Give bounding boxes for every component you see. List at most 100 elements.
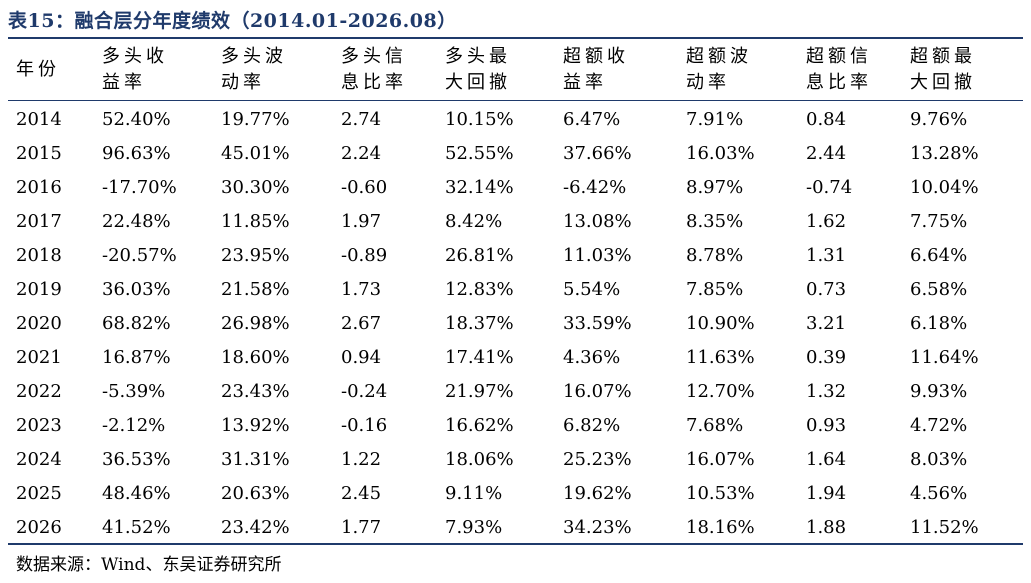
table-row: 2024 36.53% 31.31% 1.22 18.06% 25.23% 16.07% 1.…	[8, 442, 1023, 476]
table-cell: 10.15%	[445, 108, 514, 130]
table-cell: 2.24	[341, 142, 382, 164]
table-cell: 52.40%	[102, 108, 171, 130]
bottom-rule	[8, 543, 1023, 545]
table-cell: 18.37%	[445, 312, 514, 334]
table-cell: 34.23%	[563, 516, 632, 538]
table-cell: 16.07%	[686, 448, 755, 470]
year-cell: 2026	[16, 516, 62, 538]
table-cell: 1.77	[341, 516, 382, 538]
table-cell: 10.53%	[686, 482, 755, 504]
column-header-label: 超额波动率	[686, 46, 752, 93]
year-cell: 2021	[16, 346, 62, 368]
table-cell: 31.31%	[221, 448, 290, 470]
column-header-label: 多头波动率	[221, 46, 287, 93]
table-cell: 6.82%	[563, 414, 621, 436]
table-cell: 8.42%	[445, 210, 503, 232]
table-cell: -0.60	[341, 176, 388, 198]
year-cell: 2014	[16, 108, 62, 130]
column-header-long-ir: 多头信息比率	[333, 40, 437, 100]
table-cell: 13.08%	[563, 210, 632, 232]
table-cell: 2.67	[341, 312, 382, 334]
table-cell: 4.72%	[910, 414, 968, 436]
top-rule	[8, 37, 1023, 39]
table-cell: 96.63%	[102, 142, 171, 164]
table-cell: 1.32	[806, 380, 847, 402]
table-cell: -6.42%	[563, 176, 627, 198]
table-cell: 0.93	[806, 414, 847, 436]
table-cell: -17.70%	[102, 176, 177, 198]
table-cell: 8.78%	[686, 244, 744, 266]
table-cell: 23.95%	[221, 244, 290, 266]
table-cell: -0.74	[806, 176, 853, 198]
table-cell: 1.64	[806, 448, 847, 470]
table-cell: 36.03%	[102, 278, 171, 300]
table-cell: 9.93%	[910, 380, 968, 402]
table-cell: 11.85%	[221, 210, 290, 232]
year-cell: 2017	[16, 210, 62, 232]
table-cell: 2.74	[341, 108, 382, 130]
year-cell: 2024	[16, 448, 62, 470]
table-cell: 12.70%	[686, 380, 755, 402]
table-cell: 1.73	[341, 278, 382, 300]
table-row: 2023 -2.12% 13.92% -0.16 16.62% 6.82% 7.68% 0.9…	[8, 408, 1023, 442]
column-header-label: 年份	[16, 59, 60, 80]
table-cell: 16.87%	[102, 346, 171, 368]
table-cell: 45.01%	[221, 142, 290, 164]
table-row: 2026 41.52% 23.42% 1.77 7.93% 34.23% 18.16% 1.8…	[8, 510, 1023, 544]
year-cell: 2018	[16, 244, 62, 266]
table-cell: 4.56%	[910, 482, 968, 504]
table-cell: 2.44	[806, 142, 847, 164]
table-cell: 30.30%	[221, 176, 290, 198]
column-header-label: 多头最大回撤	[445, 46, 511, 93]
table-cell: 33.59%	[563, 312, 632, 334]
table-cell: 23.43%	[221, 380, 290, 402]
table-cell: 6.47%	[563, 108, 621, 130]
table-cell: 0.39	[806, 346, 847, 368]
column-header-excess-volatility: 超额波动率	[678, 40, 798, 100]
table-cell: 1.94	[806, 482, 847, 504]
year-cell: 2020	[16, 312, 62, 334]
table-cell: 48.46%	[102, 482, 171, 504]
column-header-label: 超额信息比率	[806, 46, 872, 93]
table-cell: 36.53%	[102, 448, 171, 470]
table-cell: 41.52%	[102, 516, 171, 538]
header-rule	[8, 100, 1023, 101]
table-row: 2015 96.63% 45.01% 2.24 52.55% 37.66% 16.03% 2.…	[8, 136, 1023, 170]
table-header: 年份 多头收益率 多头波动率 多头信息比率 多头最大回撤 超额收益率 超额波动率…	[8, 40, 1023, 100]
table-cell: 8.35%	[686, 210, 744, 232]
table-cell: 5.54%	[563, 278, 621, 300]
table-row: 2016 -17.70% 30.30% -0.60 32.14% -6.42% 8.97% -…	[8, 170, 1023, 204]
table-cell: 3.21	[806, 312, 847, 334]
table-cell: 16.03%	[686, 142, 755, 164]
table-cell: 17.41%	[445, 346, 514, 368]
year-cell: 2015	[16, 142, 62, 164]
table-cell: 20.63%	[221, 482, 290, 504]
table-cell: 6.18%	[910, 312, 968, 334]
table-cell: 13.92%	[221, 414, 290, 436]
table-cell: 7.93%	[445, 516, 503, 538]
column-header-long-max-drawdown: 多头最大回撤	[437, 40, 555, 100]
table-cell: 18.06%	[445, 448, 514, 470]
table-cell: 6.58%	[910, 278, 968, 300]
table-cell: 12.83%	[445, 278, 514, 300]
table-cell: 26.81%	[445, 244, 514, 266]
table-cell: 1.62	[806, 210, 847, 232]
table-cell: 68.82%	[102, 312, 171, 334]
table-cell: 0.94	[341, 346, 382, 368]
column-header-long-volatility: 多头波动率	[213, 40, 333, 100]
table-row: 2025 48.46% 20.63% 2.45 9.11% 19.62% 10.53% 1.9…	[8, 476, 1023, 510]
column-header-label: 超额最大回撤	[910, 46, 976, 93]
table-cell: 6.64%	[910, 244, 968, 266]
table-cell: -5.39%	[102, 380, 166, 402]
table-cell: 23.42%	[221, 516, 290, 538]
table-row: 2022 -5.39% 23.43% -0.24 21.97% 16.07% 12.70% 1…	[8, 374, 1023, 408]
table-cell: 8.03%	[910, 448, 968, 470]
year-cell: 2025	[16, 482, 62, 504]
table-row: 2019 36.03% 21.58% 1.73 12.83% 5.54% 7.85% 0.73…	[8, 272, 1023, 306]
table-cell: 25.23%	[563, 448, 632, 470]
table-cell: -20.57%	[102, 244, 177, 266]
table-cell: 10.04%	[910, 176, 979, 198]
table-cell: 1.97	[341, 210, 382, 232]
table-cell: 19.77%	[221, 108, 290, 130]
performance-table: 年份 多头收益率 多头波动率 多头信息比率 多头最大回撤 超额收益率 超额波动率…	[8, 40, 1023, 544]
